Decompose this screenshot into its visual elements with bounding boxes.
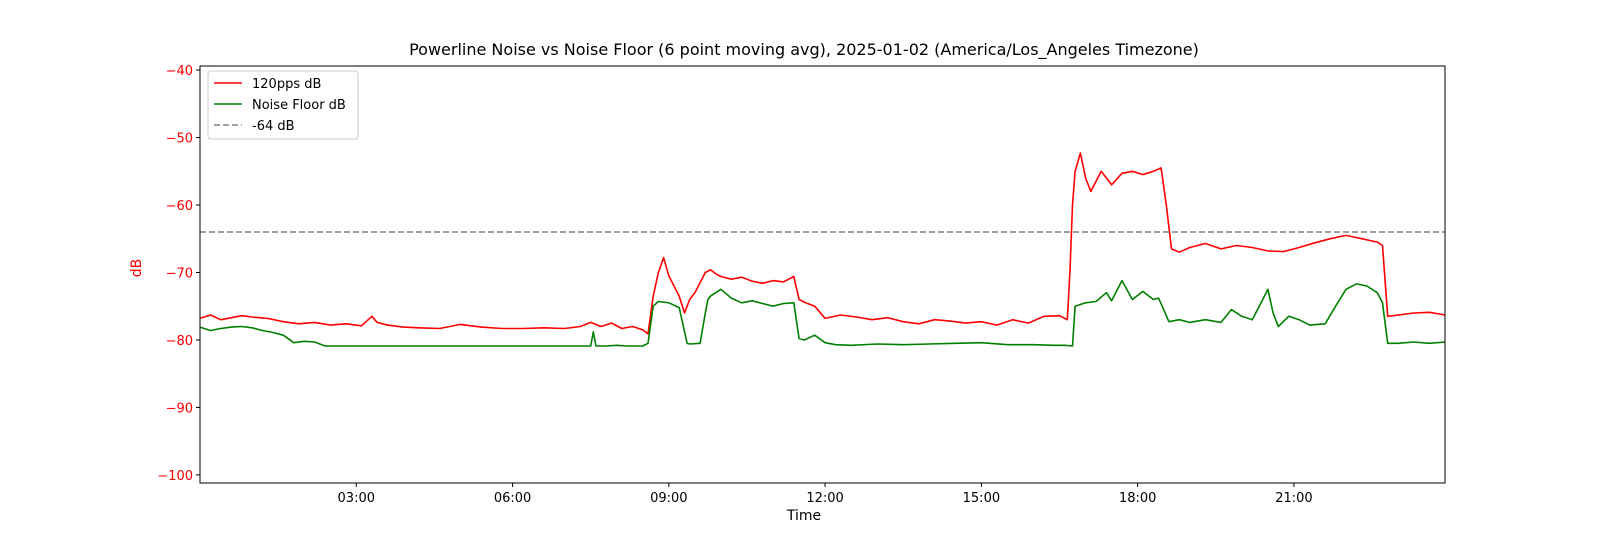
legend-label: Noise Floor dB [252, 98, 346, 113]
x-tick-label: 09:00 [650, 491, 687, 506]
y-tick-label: −100 [157, 469, 193, 484]
y-axis-label: dB [129, 259, 145, 278]
axes: 03:00 06:00 09:00 12:00 15:00 18:00 21:00 −40 −5… [157, 64, 1446, 506]
legend-box [207, 70, 359, 140]
y-tick-label: −60 [166, 199, 193, 214]
legend: 120pps dB Noise Floor dB -64 dB [207, 70, 359, 140]
plot-frame [199, 65, 1446, 484]
y-tick-label: −80 [166, 334, 193, 349]
x-axis-label: Time [786, 508, 821, 524]
series-line-120pps [199, 152, 1446, 335]
y-tick-label: −40 [166, 64, 193, 79]
series-line-noise-floor [199, 279, 1446, 347]
legend-entry-reference: -64 dB [214, 119, 295, 134]
y-tick-label: −90 [166, 401, 193, 416]
x-tick-label: 12:00 [806, 491, 843, 506]
y-tick-label: −50 [166, 132, 193, 147]
x-tick-label: 06:00 [494, 491, 531, 506]
legend-entry-noise-floor: Noise Floor dB [214, 98, 346, 113]
x-tick-label: 03:00 [338, 491, 375, 506]
y-tick-label: −70 [166, 266, 193, 281]
chart-title: Powerline Noise vs Noise Floor (6 point … [409, 40, 1199, 60]
legend-entry-120pps: 120pps dB [214, 77, 321, 92]
x-tick-label: 15:00 [963, 491, 1000, 506]
legend-label: -64 dB [252, 119, 295, 134]
plot-area [199, 152, 1446, 347]
legend-label: 120pps dB [252, 77, 321, 92]
x-tick-label: 21:00 [1275, 491, 1312, 506]
x-tick-label: 18:00 [1119, 491, 1156, 506]
